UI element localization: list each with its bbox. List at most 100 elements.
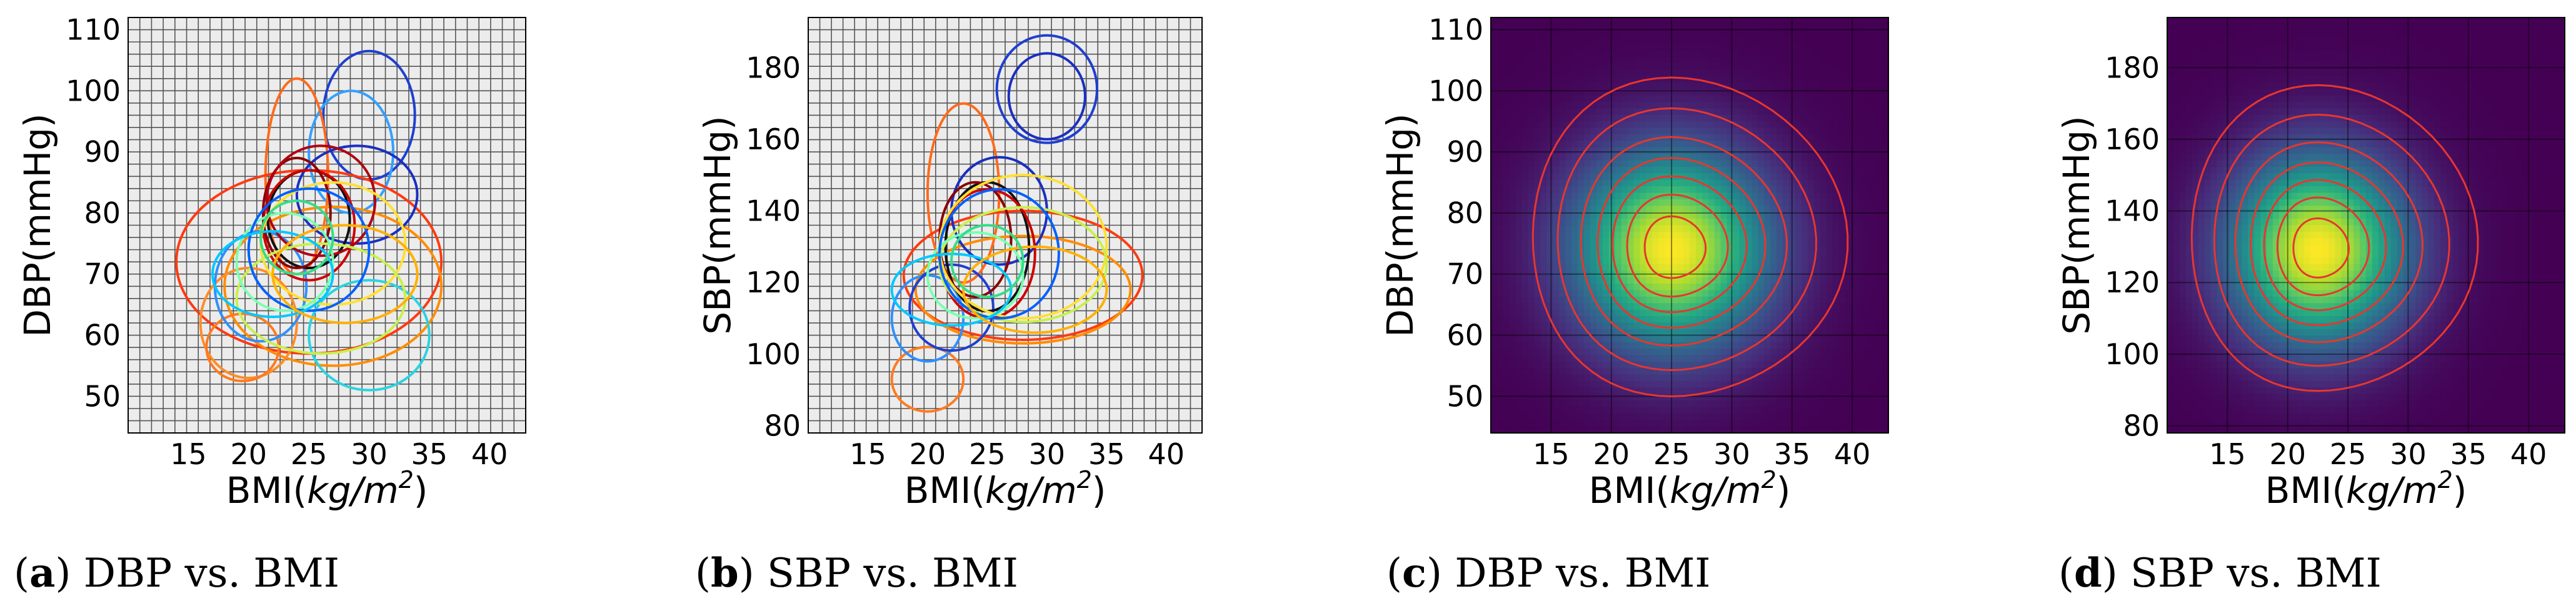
density-cell	[1801, 355, 1808, 362]
density-cell	[1720, 380, 1728, 389]
density-cell	[1701, 413, 1709, 421]
density-cell	[1546, 244, 1554, 252]
density-cell	[1770, 315, 1777, 324]
density-cell	[1845, 102, 1852, 109]
density-cell	[1571, 121, 1578, 129]
density-cell	[1832, 322, 1840, 330]
density-cell	[1857, 244, 1865, 252]
density-cell	[1540, 426, 1548, 433]
density-cell	[1553, 355, 1560, 362]
density-cell	[1826, 102, 1833, 109]
density-cell	[2204, 37, 2212, 44]
density-cell	[1770, 30, 1777, 37]
density-cell	[1590, 24, 1597, 31]
density-cell	[1801, 407, 1808, 414]
density-cell	[1745, 43, 1753, 51]
density-cell	[1621, 17, 1628, 25]
density-cell	[1745, 199, 1753, 207]
density-cell	[1665, 309, 1671, 317]
density-cell	[1608, 355, 1616, 362]
density-cell	[1652, 426, 1660, 433]
density-cell	[1633, 82, 1641, 90]
density-cell	[2204, 108, 2212, 116]
density-cell	[1627, 380, 1635, 389]
density-cell	[1701, 335, 1709, 343]
density-cell	[1608, 257, 1616, 265]
density-cell	[1602, 166, 1610, 174]
density-cell	[1801, 147, 1808, 155]
density-cell	[1540, 173, 1548, 181]
density-cell	[1714, 342, 1722, 349]
density-cell	[1515, 127, 1523, 135]
density-cell	[1608, 24, 1616, 31]
density-cell	[1820, 329, 1827, 336]
density-cell	[1752, 121, 1759, 129]
density-cell	[1795, 420, 1802, 427]
density-cell	[2217, 426, 2224, 433]
density-cell	[1820, 206, 1827, 213]
density-cell	[1652, 30, 1660, 37]
density-cell	[1820, 95, 1827, 102]
density-cell	[1801, 225, 1808, 232]
density-cell	[1876, 225, 1883, 232]
density-cell	[2223, 257, 2230, 265]
density-cell	[1584, 342, 1591, 349]
density-cell	[1783, 102, 1790, 109]
density-cell	[1540, 56, 1548, 64]
density-cell	[1851, 212, 1858, 219]
density-cell	[1677, 374, 1684, 382]
density-cell	[1671, 95, 1678, 102]
density-cell	[1503, 407, 1510, 414]
plot-frame	[1490, 17, 1889, 434]
density-cell	[1528, 290, 1535, 297]
density-cell	[1745, 24, 1753, 31]
density-cell	[1863, 219, 1870, 226]
density-cell	[2210, 394, 2218, 401]
density-cell	[1640, 264, 1647, 272]
density-cell	[2192, 154, 2199, 161]
density-cell	[1690, 315, 1696, 324]
density-cell	[1758, 82, 1765, 90]
density-cell	[1578, 303, 1585, 310]
density-cell	[1602, 219, 1610, 226]
density-cell	[1807, 342, 1815, 349]
density-cell	[1578, 62, 1585, 70]
density-cell	[1777, 238, 1783, 246]
density-cell	[1845, 212, 1852, 219]
density-cell	[1882, 244, 1888, 252]
density-cell	[1602, 374, 1610, 382]
density-cell	[1783, 89, 1790, 96]
density-cell	[1671, 219, 1678, 226]
density-cell	[2167, 413, 2174, 421]
density-cell	[2167, 127, 2174, 135]
density-cell	[1565, 147, 1572, 155]
density-cell	[1720, 212, 1728, 219]
density-cell	[1801, 251, 1808, 259]
density-cell	[1546, 108, 1554, 116]
density-cell	[1546, 380, 1554, 389]
density-cell	[1608, 342, 1616, 349]
density-cell	[2179, 154, 2187, 161]
density-cell	[1503, 315, 1510, 324]
density-cell	[1882, 102, 1888, 109]
density-cell	[1491, 348, 1498, 356]
density-cell	[1832, 244, 1840, 252]
density-cell	[1658, 400, 1666, 408]
density-cell	[2210, 102, 2218, 109]
density-cell	[1695, 315, 1703, 324]
density-cell	[1845, 199, 1852, 207]
density-cell	[1820, 355, 1827, 362]
density-cell	[2217, 76, 2224, 83]
density-cell	[2173, 69, 2180, 77]
density-cell	[1578, 147, 1585, 155]
density-cell	[1665, 271, 1671, 278]
density-cell	[1658, 296, 1666, 304]
density-cell	[1677, 400, 1684, 408]
density-cell	[1820, 231, 1827, 239]
density-cell	[1515, 225, 1523, 232]
density-cell	[1826, 387, 1833, 395]
density-cell	[2185, 277, 2193, 284]
density-cell	[1571, 380, 1578, 389]
density-cell	[1720, 303, 1728, 310]
density-cell	[1783, 374, 1790, 382]
